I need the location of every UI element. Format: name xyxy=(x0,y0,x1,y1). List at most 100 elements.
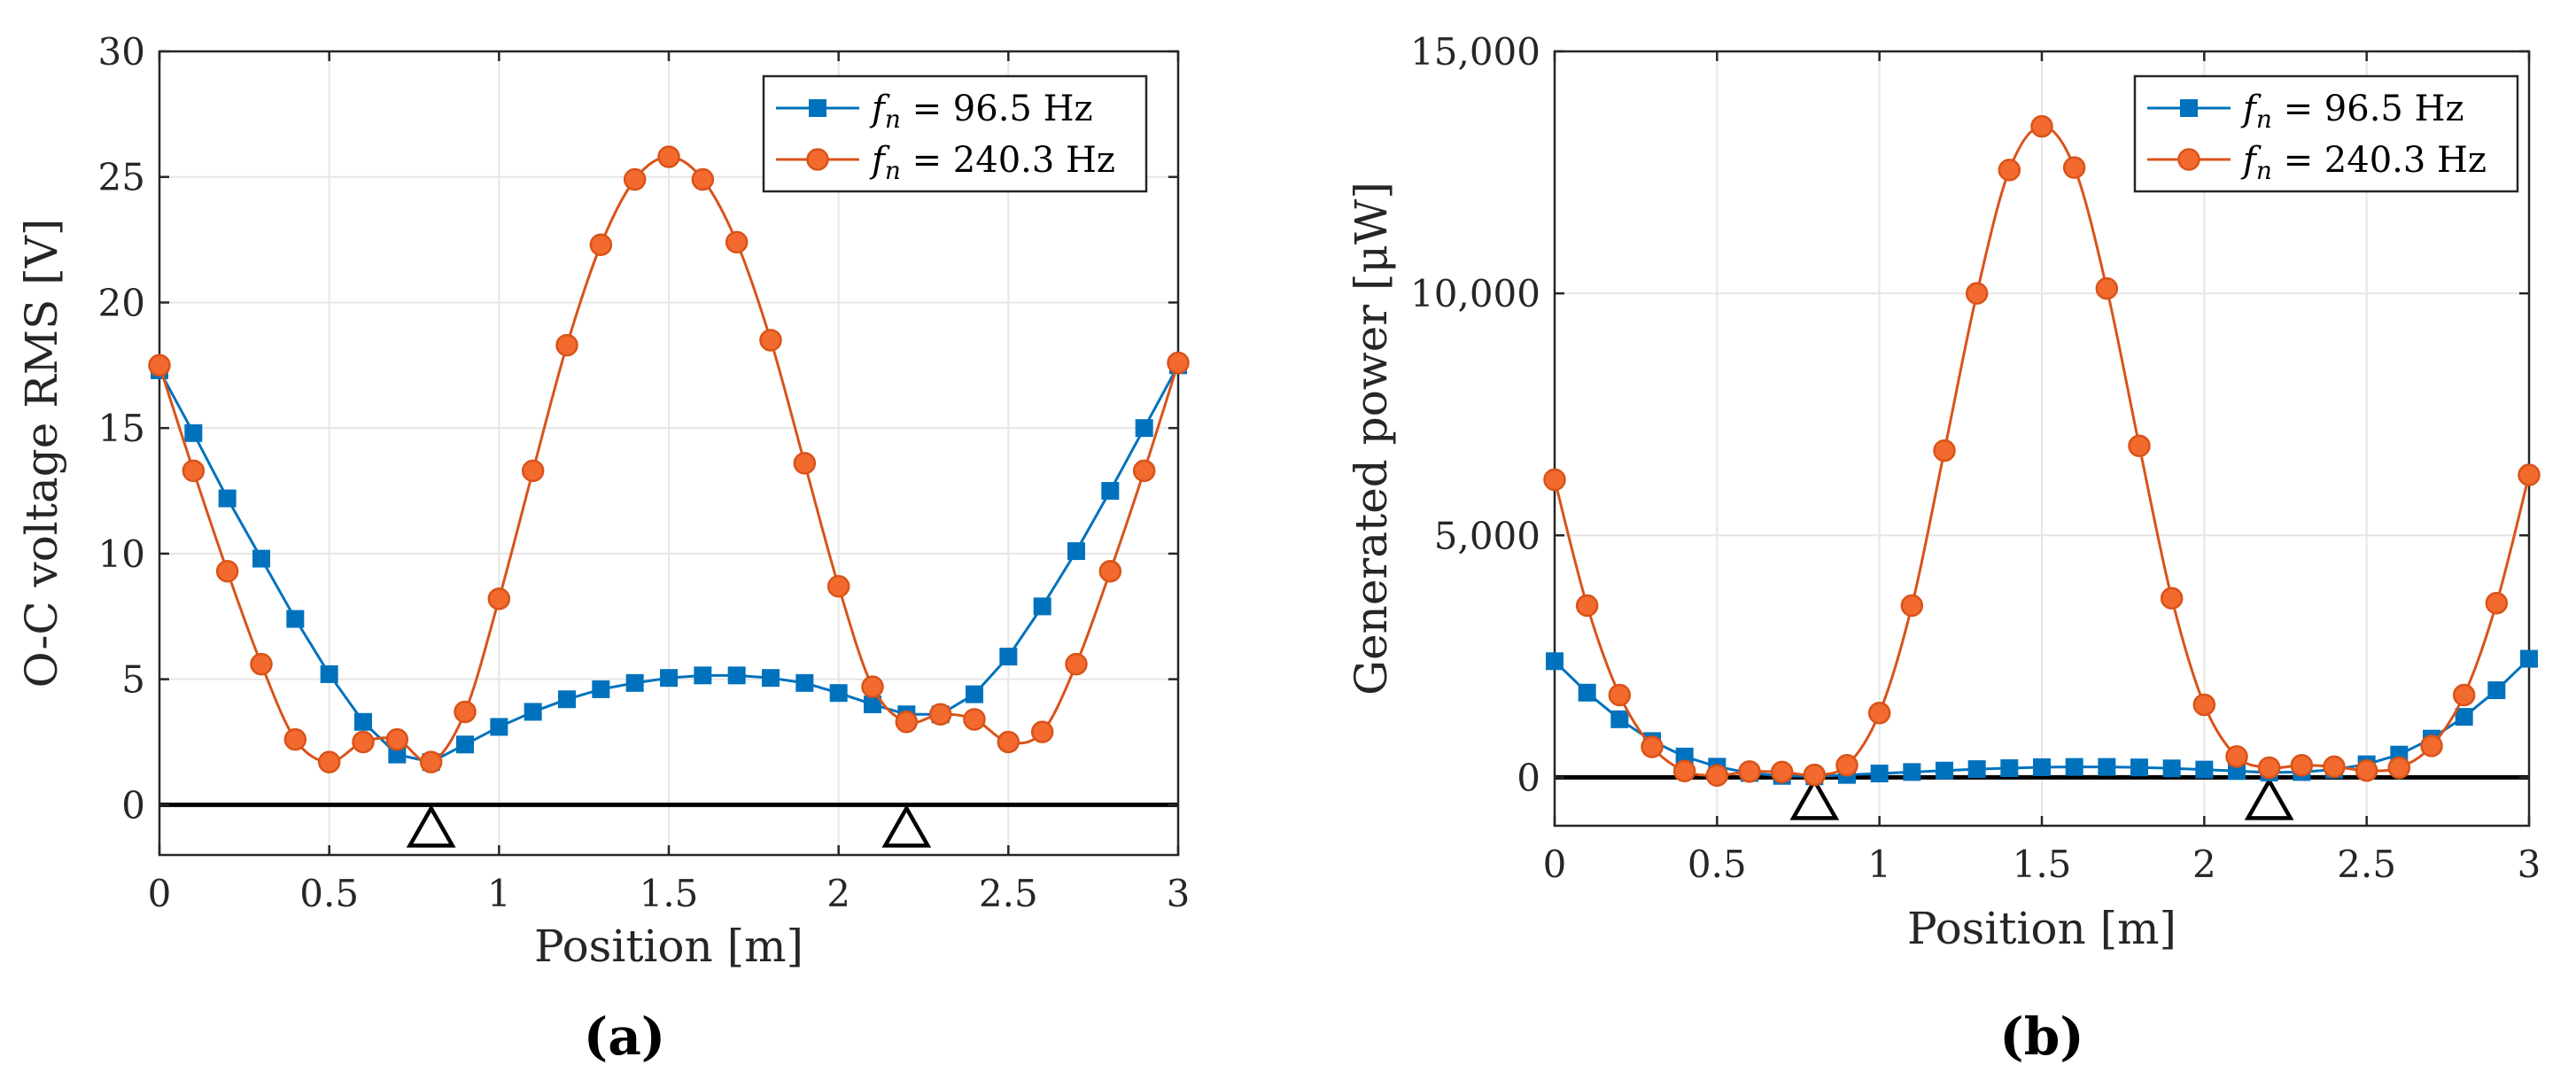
data-point xyxy=(1135,419,1153,438)
y-tick-label: 5 xyxy=(121,658,145,702)
data-point xyxy=(1610,710,1629,728)
support-triangle xyxy=(406,804,456,848)
data-point xyxy=(1770,760,1794,784)
x-axis-title: Position [m] xyxy=(534,921,803,972)
legend-entry: fn = 96.5 Hz xyxy=(2240,89,2464,134)
legend-sub: n xyxy=(2256,156,2272,185)
panel-label: (a) xyxy=(584,1006,665,1067)
data-point xyxy=(184,424,203,442)
x-axis-title: Position [m] xyxy=(1907,903,2176,954)
legend: fn = 96.5 Hz fn = 240.3 Hz xyxy=(2133,74,2519,193)
legend-rest: = 96.5 Hz xyxy=(901,89,1093,129)
data-point xyxy=(2130,758,2148,777)
y-tick-label: 15,000 xyxy=(1410,30,1540,74)
data-point xyxy=(963,708,986,731)
data-point xyxy=(1030,720,1054,743)
data-point xyxy=(1936,761,1953,780)
data-point xyxy=(895,711,919,734)
data-point xyxy=(592,680,610,698)
data-point xyxy=(1967,760,1986,779)
y-tick-label: 10,000 xyxy=(1410,272,1540,315)
data-point xyxy=(456,735,474,754)
x-tick-label: 0 xyxy=(1543,843,1567,886)
data-point xyxy=(2420,734,2443,758)
x-tick-label: 0.5 xyxy=(299,872,359,915)
data-point xyxy=(2290,753,2314,777)
data-point xyxy=(286,610,305,628)
x-tick-label: 2.5 xyxy=(979,872,1038,915)
legend-marker xyxy=(2177,148,2200,171)
data-point xyxy=(625,673,644,692)
x-tick-label: 1.5 xyxy=(2013,843,2072,886)
legend-sub: n xyxy=(885,156,901,185)
legend-box xyxy=(762,74,1148,193)
data-point xyxy=(2452,683,2476,707)
data-point xyxy=(148,354,171,377)
data-point xyxy=(2098,758,2116,776)
data-point xyxy=(762,669,780,688)
data-point xyxy=(793,452,817,475)
support-triangle xyxy=(1789,776,1840,820)
data-point xyxy=(623,167,647,191)
data-point xyxy=(2000,758,2019,777)
legend-marker xyxy=(809,99,826,117)
y-tick-label: 25 xyxy=(98,156,145,199)
data-point xyxy=(1738,760,1761,783)
data-point xyxy=(725,230,749,254)
data-point xyxy=(215,559,239,583)
data-point xyxy=(2257,756,2281,780)
data-point xyxy=(558,690,576,709)
data-point xyxy=(1803,763,1827,787)
data-point xyxy=(1998,159,2021,182)
y-axis-title: O-C voltage RMS [V] xyxy=(16,219,67,688)
data-point xyxy=(1067,542,1085,561)
data-point xyxy=(2030,114,2053,138)
legend-marker xyxy=(806,148,829,171)
data-point xyxy=(1132,459,1156,483)
data-point xyxy=(354,712,372,731)
data-point xyxy=(928,703,952,727)
data-point xyxy=(2225,745,2248,768)
data-point xyxy=(385,727,409,751)
support-triangle xyxy=(881,804,932,848)
data-point xyxy=(1101,482,1120,501)
data-point xyxy=(861,675,884,698)
legend-rest: = 240.3 Hz xyxy=(2272,140,2487,181)
data-point xyxy=(487,587,511,610)
data-point xyxy=(320,664,338,683)
legend-entry: fn = 96.5 Hz xyxy=(869,89,1093,134)
y-tick-label: 5,000 xyxy=(1434,514,1540,557)
data-point xyxy=(555,333,578,357)
y-axis-title: Generated power [μW] xyxy=(1346,182,1397,696)
x-tick-label: 0.5 xyxy=(1688,843,1747,886)
panel-label: (b) xyxy=(1999,1006,2083,1067)
data-point xyxy=(1870,765,1889,783)
data-point xyxy=(2062,156,2086,179)
legend-entry: fn = 240.3 Hz xyxy=(2240,140,2487,185)
y-tick-label: 30 xyxy=(98,30,145,74)
data-point xyxy=(829,684,848,703)
data-point xyxy=(1965,282,1989,305)
data-point xyxy=(966,685,983,703)
data-point xyxy=(2195,760,2214,779)
data-point xyxy=(2455,708,2473,727)
data-point xyxy=(691,167,715,191)
x-tick-label: 3 xyxy=(2518,843,2541,886)
x-tick-label: 1 xyxy=(1867,843,1891,886)
legend: fn = 96.5 Hz fn = 240.3 Hz xyxy=(762,74,1148,193)
data-point xyxy=(1641,735,1664,758)
legend-box xyxy=(2133,74,2519,193)
data-point xyxy=(759,329,782,352)
data-point xyxy=(1933,439,1956,462)
y-tick-label: 10 xyxy=(98,532,145,576)
legend-rest: = 240.3 Hz xyxy=(901,140,1115,181)
support-triangle xyxy=(2244,776,2294,820)
x-tick-label: 1.5 xyxy=(640,872,699,915)
data-point xyxy=(218,489,237,508)
data-point xyxy=(524,703,542,721)
legend-marker xyxy=(2180,99,2198,117)
data-point xyxy=(2323,755,2346,779)
data-point xyxy=(2033,758,2051,776)
data-point xyxy=(182,459,206,483)
